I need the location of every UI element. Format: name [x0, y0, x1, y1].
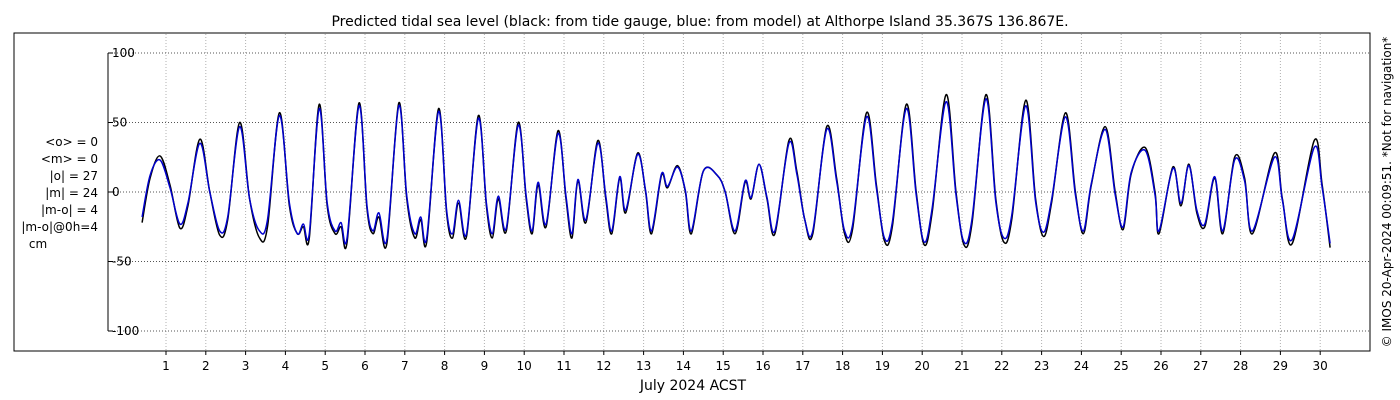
- x-tick-label: 27: [1193, 359, 1208, 373]
- y-tick-label: -50: [112, 255, 132, 269]
- stat-abs-diff: |m-o| = 4: [41, 203, 98, 217]
- x-tick-label: 12: [596, 359, 611, 373]
- x-tick-label: 3: [242, 359, 250, 373]
- x-tick-label: 19: [875, 359, 890, 373]
- stat-mean-model: <m> = 0: [41, 152, 98, 166]
- x-tick-label: 11: [556, 359, 571, 373]
- x-tick-label: 17: [795, 359, 810, 373]
- stat-mean-obs: <o> = 0: [45, 135, 98, 149]
- series-line-tide-gauge: [141, 93, 1331, 250]
- grid-layer: [108, 34, 1370, 350]
- x-tick-label: 30: [1313, 359, 1328, 373]
- stat-unit: cm: [29, 237, 47, 251]
- y-tick-label: -100: [112, 324, 139, 338]
- x-tick-label: 10: [517, 359, 532, 373]
- x-tick-label: 15: [716, 359, 731, 373]
- y-tick-label: 50: [112, 116, 127, 130]
- x-tick-label: 4: [282, 359, 290, 373]
- x-tick-label: 18: [835, 359, 850, 373]
- y-tick-label: 100: [112, 46, 135, 60]
- x-tick-label: 6: [361, 359, 369, 373]
- x-tick-label: 2: [202, 359, 210, 373]
- x-tick-label: 28: [1233, 359, 1248, 373]
- x-tick-label: 25: [1114, 359, 1129, 373]
- axis-layer: 1 2 3 4 5 6 7 8 9 10 11 12 13 14 15 16 17 18 19 20 21 22 23 24 2…: [107, 46, 1328, 373]
- x-tick-label: 29: [1273, 359, 1288, 373]
- stat-abs-diff-0h: |m-o|@0h=4: [21, 220, 98, 234]
- x-tick-label: 16: [755, 359, 770, 373]
- x-tick-label: 5: [321, 359, 329, 373]
- x-tick-label: 9: [481, 359, 489, 373]
- stat-abs-obs: |o| = 27: [50, 169, 98, 183]
- y-tick-label: 0: [112, 185, 120, 199]
- x-tick-label: 20: [915, 359, 930, 373]
- x-tick-label: 14: [676, 359, 691, 373]
- x-tick-label: 23: [1034, 359, 1049, 373]
- x-axis-label: July 2024 ACST: [639, 378, 747, 394]
- stats-block: <o> = 0 <m> = 0 |o| = 27 |m| = 24 |m-o| …: [21, 135, 98, 251]
- x-tick-label: 7: [401, 359, 409, 373]
- x-tick-label: 26: [1153, 359, 1168, 373]
- x-tick-label: 24: [1074, 359, 1089, 373]
- x-tick-label: 21: [954, 359, 969, 373]
- outer-frame: [13, 32, 1371, 352]
- x-tick-label: 22: [994, 359, 1009, 373]
- series-layer: [141, 93, 1331, 250]
- x-tick-label: 13: [636, 359, 651, 373]
- copyright-watermark: © IMOS 20-Apr-2024 00:09:51. *Not for na…: [1380, 37, 1394, 348]
- chart-title: Predicted tidal sea level (black: from t…: [331, 14, 1068, 30]
- x-tick-label: 1: [162, 359, 170, 373]
- x-tick-label: 8: [441, 359, 449, 373]
- stat-abs-model: |m| = 24: [45, 186, 98, 200]
- series-line-model: [141, 98, 1331, 245]
